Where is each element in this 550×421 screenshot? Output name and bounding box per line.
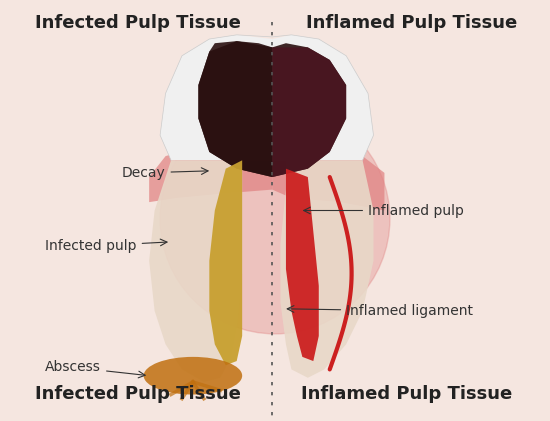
Ellipse shape — [160, 104, 390, 334]
Text: Infected pulp: Infected pulp — [45, 239, 167, 253]
Polygon shape — [272, 35, 373, 160]
Text: Infected Pulp Tissue: Infected Pulp Tissue — [35, 14, 241, 32]
Polygon shape — [210, 160, 242, 365]
Polygon shape — [286, 169, 319, 361]
Ellipse shape — [144, 357, 242, 394]
Text: Inflamed ligament: Inflamed ligament — [287, 304, 473, 318]
Polygon shape — [199, 41, 346, 177]
Text: Inflamed Pulp Tissue: Inflamed Pulp Tissue — [306, 14, 518, 32]
Text: Inflamed pulp: Inflamed pulp — [304, 203, 464, 218]
Text: Inflamed Pulp Tissue: Inflamed Pulp Tissue — [301, 385, 512, 403]
Polygon shape — [160, 35, 272, 160]
Polygon shape — [149, 148, 272, 202]
Text: Infected Pulp Tissue: Infected Pulp Tissue — [35, 385, 241, 403]
Polygon shape — [272, 48, 346, 177]
Polygon shape — [149, 160, 242, 382]
Text: Decay: Decay — [122, 166, 208, 180]
Polygon shape — [199, 41, 272, 177]
Text: Abscess: Abscess — [45, 360, 145, 378]
Polygon shape — [280, 160, 373, 378]
Polygon shape — [272, 148, 384, 210]
